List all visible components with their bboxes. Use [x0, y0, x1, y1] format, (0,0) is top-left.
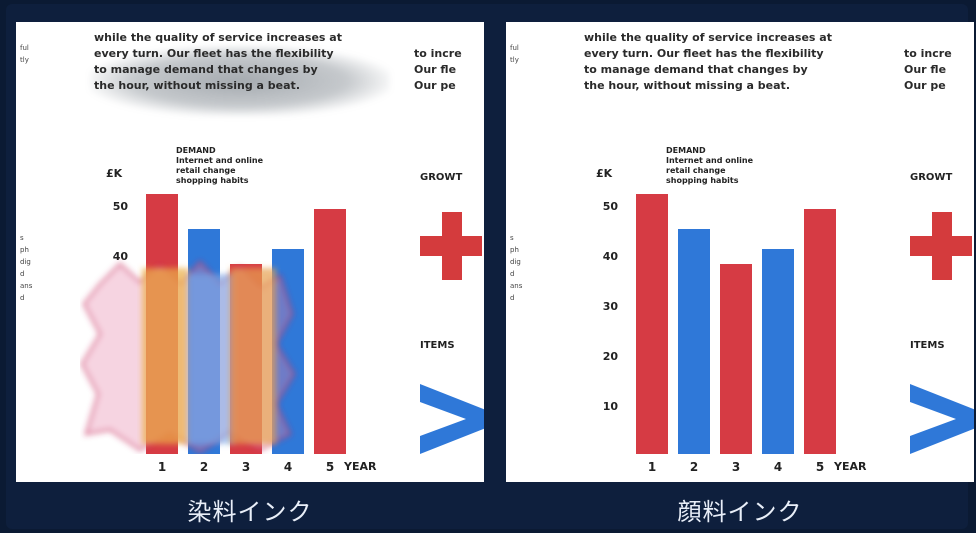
intro-line: to manage demand that changes by: [584, 63, 808, 76]
margin-line: dig: [20, 258, 31, 266]
plus-icon: [420, 212, 482, 280]
growth-heading: GROWT: [420, 172, 463, 183]
growth-heading: GROWT: [910, 172, 953, 183]
side-line: Our fle: [414, 63, 457, 76]
x-tick-label: 4: [283, 460, 293, 474]
margin-text: ful tly: [510, 42, 519, 66]
side-text: to incre Our fle Our pe: [414, 46, 484, 94]
side-line: Our pe: [414, 79, 456, 92]
margin-text-lower: s ph dig d ans d: [20, 232, 32, 304]
margin-line: dig: [510, 258, 521, 266]
x-tick-label: 3: [241, 460, 251, 474]
items-heading: ITEMS: [910, 340, 945, 351]
y-tick-label: 10: [602, 400, 618, 413]
y-tick-label: 40: [602, 250, 618, 263]
margin-line: ans: [20, 282, 33, 290]
bar-5: [804, 209, 836, 454]
demand-line: Internet and online: [666, 156, 753, 165]
bar-1: [636, 194, 668, 454]
y-tick-label: 50: [602, 200, 618, 213]
bar-5: [314, 209, 346, 454]
margin-line: s: [20, 234, 24, 242]
margin-text: ful tly: [20, 42, 29, 66]
side-line: Our pe: [904, 79, 946, 92]
x-tick-label: 5: [325, 460, 335, 474]
intro-line: every turn. Our fleet has the flexibilit…: [94, 47, 334, 60]
demand-legend: DEMAND Internet and online retail change…: [666, 146, 786, 186]
margin-line: d: [20, 294, 25, 302]
bar-1: [146, 194, 178, 454]
x-tick-label: 1: [157, 460, 167, 474]
demand-line: DEMAND: [666, 146, 706, 155]
pigment-ink-panel: while the quality of service increases a…: [506, 22, 974, 482]
intro-line: to manage demand that changes by: [94, 63, 318, 76]
intro-line: the hour, without missing a beat.: [584, 79, 790, 92]
x-tick-label: 4: [773, 460, 783, 474]
demand-line: shopping habits: [666, 176, 739, 185]
bar-4: [272, 249, 304, 454]
intro-line: the hour, without missing a beat.: [94, 79, 300, 92]
chevron-right-icon: [420, 384, 484, 454]
side-line: Our fle: [904, 63, 947, 76]
y-tick-label: 20: [602, 350, 618, 363]
bar-4: [762, 249, 794, 454]
x-axis-label: YEAR: [344, 460, 377, 473]
demand-line: shopping habits: [176, 176, 249, 185]
side-line: to incre: [414, 47, 462, 60]
demand-line: Internet and online: [176, 156, 263, 165]
demand-line: retail change: [666, 166, 726, 175]
bar-3: [720, 264, 752, 454]
photo-frame: while the quality of service increases a…: [6, 4, 974, 529]
side-line: to incre: [904, 47, 952, 60]
margin-line: ph: [20, 246, 29, 254]
intro-text: while the quality of service increases a…: [94, 30, 412, 94]
margin-line: d: [510, 270, 515, 278]
chevron-right-icon: [910, 384, 974, 454]
demand-line: retail change: [176, 166, 236, 175]
x-tick-label: 2: [199, 460, 209, 474]
y-tick-label: 40: [112, 250, 128, 263]
bar-2: [188, 229, 220, 454]
side-text: to incre Our fle Our pe: [904, 46, 974, 94]
margin-line: tly: [20, 56, 29, 64]
margin-line: d: [510, 294, 515, 302]
x-tick-label: 3: [731, 460, 741, 474]
y-axis-label: £K: [106, 167, 123, 180]
pigment-ink-caption: 顔料インク: [677, 498, 803, 526]
demand-line: DEMAND: [176, 146, 216, 155]
margin-line: ans: [510, 282, 523, 290]
y-axis-label: £K: [596, 167, 613, 180]
dye-ink-caption: 染料インク: [187, 498, 313, 526]
y-tick-label: 50: [112, 200, 128, 213]
bar-3: [230, 264, 262, 454]
margin-line: d: [20, 270, 25, 278]
margin-text-lower: s ph dig d ans d: [510, 232, 522, 304]
margin-line: ful: [20, 44, 29, 52]
margin-line: s: [510, 234, 514, 242]
dye-ink-panel: while the quality of service increases a…: [16, 22, 484, 482]
smudged-text-area: [90, 46, 390, 116]
x-tick-label: 5: [815, 460, 825, 474]
x-tick-label: 2: [689, 460, 699, 474]
bar-2: [678, 229, 710, 454]
y-tick-label: 30: [602, 300, 618, 313]
intro-line: while the quality of service increases a…: [94, 31, 342, 44]
intro-line: every turn. Our fleet has the flexibilit…: [584, 47, 824, 60]
intro-text: while the quality of service increases a…: [584, 30, 902, 94]
items-heading: ITEMS: [420, 340, 455, 351]
x-tick-label: 1: [647, 460, 657, 474]
x-axis-label: YEAR: [834, 460, 867, 473]
margin-line: ful: [510, 44, 519, 52]
intro-line: while the quality of service increases a…: [584, 31, 832, 44]
margin-line: tly: [510, 56, 519, 64]
demand-legend: DEMAND Internet and online retail change…: [176, 146, 296, 186]
margin-line: ph: [510, 246, 519, 254]
plus-icon: [910, 212, 972, 280]
